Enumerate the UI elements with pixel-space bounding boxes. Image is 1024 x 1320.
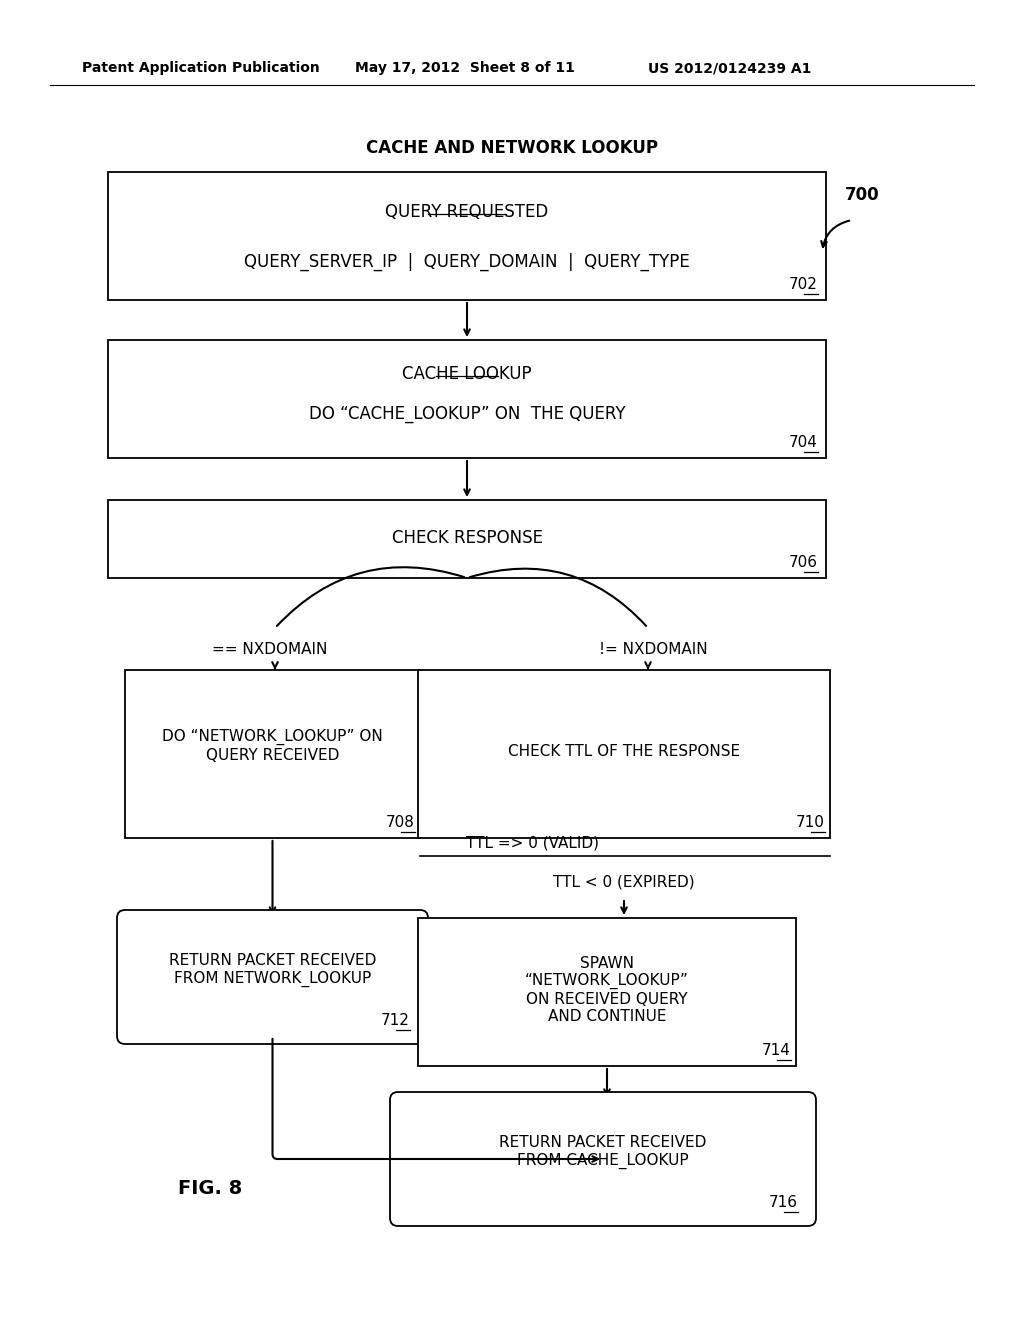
Text: DO “NETWORK_LOOKUP” ON
QUERY RECEIVED: DO “NETWORK_LOOKUP” ON QUERY RECEIVED [162,729,383,763]
Text: != NXDOMAIN: != NXDOMAIN [599,643,708,657]
Text: RETURN PACKET RECEIVED
FROM CACHE_LOOKUP: RETURN PACKET RECEIVED FROM CACHE_LOOKUP [500,1135,707,1168]
Text: CHECK TTL OF THE RESPONSE: CHECK TTL OF THE RESPONSE [508,744,740,759]
Text: DO “CACHE_LOOKUP” ON  THE QUERY: DO “CACHE_LOOKUP” ON THE QUERY [308,405,626,422]
Bar [418,917,796,1067]
Text: 706: 706 [790,554,818,570]
Bar [418,671,830,838]
Text: 702: 702 [790,277,818,292]
Text: QUERY_SERVER_IP  |  QUERY_DOMAIN  |  QUERY_TYPE: QUERY_SERVER_IP | QUERY_DOMAIN | QUERY_T… [244,253,690,271]
Text: CHECK RESPONSE: CHECK RESPONSE [391,529,543,546]
FancyBboxPatch shape [117,909,428,1044]
Text: QUERY REQUESTED: QUERY REQUESTED [385,203,549,220]
Text: 712: 712 [381,1012,410,1028]
Text: TTL => 0 (VALID): TTL => 0 (VALID) [466,836,598,850]
Text: 716: 716 [769,1195,798,1210]
Text: 708: 708 [386,814,415,830]
Bar [108,341,826,458]
Text: FIG. 8: FIG. 8 [178,1179,242,1197]
Text: 700: 700 [845,186,880,205]
Text: TTL < 0 (EXPIRED): TTL < 0 (EXPIRED) [553,874,695,890]
Text: RETURN PACKET RECEIVED
FROM NETWORK_LOOKUP: RETURN PACKET RECEIVED FROM NETWORK_LOOK… [169,953,376,987]
Text: CACHE LOOKUP: CACHE LOOKUP [402,366,531,383]
Bar [108,500,826,578]
Text: SPAWN
“NETWORK_LOOKUP”
ON RECEIVED QUERY
AND CONTINUE: SPAWN “NETWORK_LOOKUP” ON RECEIVED QUERY… [525,956,689,1024]
Text: 710: 710 [796,814,825,830]
Text: May 17, 2012  Sheet 8 of 11: May 17, 2012 Sheet 8 of 11 [355,61,574,75]
FancyBboxPatch shape [390,1092,816,1226]
Text: Patent Application Publication: Patent Application Publication [82,61,319,75]
Bar [108,172,826,300]
Text: US 2012/0124239 A1: US 2012/0124239 A1 [648,61,811,75]
Bar [125,671,420,838]
Text: 704: 704 [790,436,818,450]
Text: CACHE AND NETWORK LOOKUP: CACHE AND NETWORK LOOKUP [366,139,658,157]
Text: 714: 714 [762,1043,791,1059]
Text: == NXDOMAIN: == NXDOMAIN [212,643,328,657]
